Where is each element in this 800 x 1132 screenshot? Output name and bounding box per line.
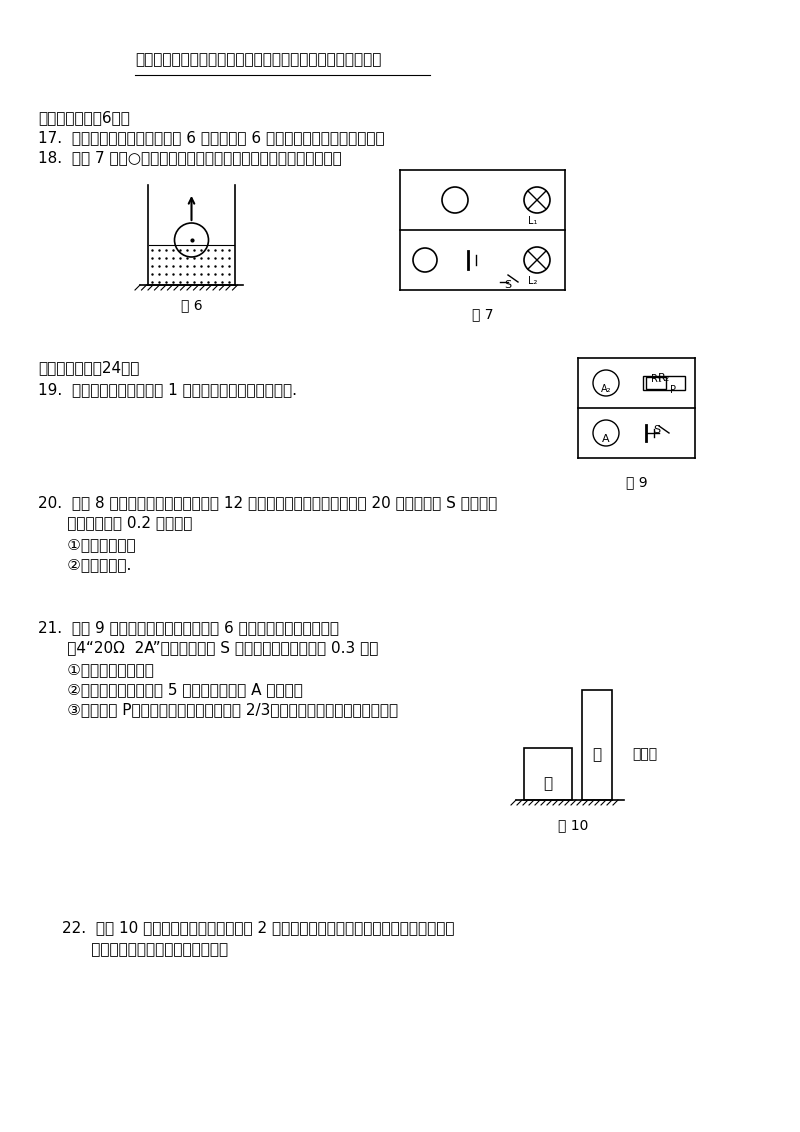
Text: 底面积为米，乙的体积为米。求：: 底面积为米，乙的体积为米。求：	[62, 942, 228, 957]
Text: 18.  在图 7 中的○里填上适当的电表符号，使之成为正确的电路图。: 18. 在图 7 中的○里填上适当的电表符号，使之成为正确的电路图。	[38, 151, 342, 165]
Text: ③移动滑片 P，两电流表示数的比値变为 2/3。请计算此时连入电路的阱値。: ③移动滑片 P，两电流表示数的比値变为 2/3。请计算此时连入电路的阱値。	[38, 702, 398, 717]
Text: 19.  某游泳池水区的水深为 1 米，求水对该处池底的压强.: 19. 某游泳池水区的水深为 1 米，求水对该处池底的压强.	[38, 381, 297, 397]
Text: L₁: L₁	[528, 216, 538, 226]
Text: S: S	[654, 424, 661, 435]
Text: 图 9: 图 9	[626, 475, 647, 489]
Text: 三、作图题（兲6分）: 三、作图题（兲6分）	[38, 110, 130, 125]
Text: 乙: 乙	[593, 747, 602, 762]
Text: 20.  如图 8 所示的电路中，电源电压为 12 伏且保持不变，电阵的阱値为 20 欧。当电键 S 闭合后，: 20. 如图 8 所示的电路中，电源电压为 12 伏且保持不变，电阵的阱値为 2…	[38, 495, 498, 511]
Text: A₂: A₂	[601, 384, 611, 394]
Text: R₂: R₂	[658, 374, 670, 383]
Text: 图 7: 图 7	[472, 307, 494, 321]
Text: ②当连入电路的阱値为 5 欧时，求电流表 A 的示数；: ②当连入电路的阱値为 5 欧时，求电流表 A 的示数；	[38, 681, 303, 697]
Text: 器上标: 器上标	[632, 747, 657, 761]
Text: 21.  如图 9 所示的电路中，电源电压为 6 伏且保持不变，滑动变阵: 21. 如图 9 所示的电路中，电源电压为 6 伏且保持不变，滑动变阵	[38, 620, 339, 635]
Text: ②电阵的阱値.: ②电阵的阱値.	[38, 557, 131, 572]
Text: A: A	[602, 434, 610, 444]
Text: L₂: L₂	[528, 276, 538, 286]
Text: 四、计算题（共24分）: 四、计算题（共24分）	[38, 360, 139, 375]
Text: 图 10: 图 10	[558, 818, 588, 832]
Text: 甲: 甲	[543, 777, 553, 791]
Bar	[582, 691, 612, 800]
Text: R₁: R₁	[650, 374, 662, 384]
Text: ①两端的电压；: ①两端的电压；	[38, 537, 136, 552]
Text: S: S	[505, 280, 511, 290]
Text: P: P	[670, 385, 676, 395]
Text: 有4“20Ω  2A”字样。当电键 S 闭合后，通过的电流为 0.3 安。: 有4“20Ω 2A”字样。当电键 S 闭合后，通过的电流为 0.3 安。	[38, 640, 378, 655]
Text: 图 6: 图 6	[181, 298, 202, 312]
Bar	[524, 748, 572, 800]
Text: 请根据相关信息，写出替换后所看到的的现象及相应的故障。: 请根据相关信息，写出替换后所看到的的现象及相应的故障。	[135, 52, 382, 67]
Bar	[643, 376, 685, 391]
Text: 17.  浮在水面的小球所受浮力为 6 牛，请在图 6 中用力的图示法画出该浮力。: 17. 浮在水面的小球所受浮力为 6 牛，请在图 6 中用力的图示法画出该浮力。	[38, 130, 385, 145]
Text: ①求消耗的电功率；: ①求消耗的电功率；	[38, 662, 154, 677]
Bar	[646, 377, 666, 389]
Text: 通过的电流为 0.2 安。求：: 通过的电流为 0.2 安。求：	[38, 515, 192, 530]
Text: 22.  如图 10 所示，甲、乙两个质量均为 2 千克的实心均匀圆柱体放在水平地面上。甲的: 22. 如图 10 所示，甲、乙两个质量均为 2 千克的实心均匀圆柱体放在水平地…	[62, 920, 454, 935]
